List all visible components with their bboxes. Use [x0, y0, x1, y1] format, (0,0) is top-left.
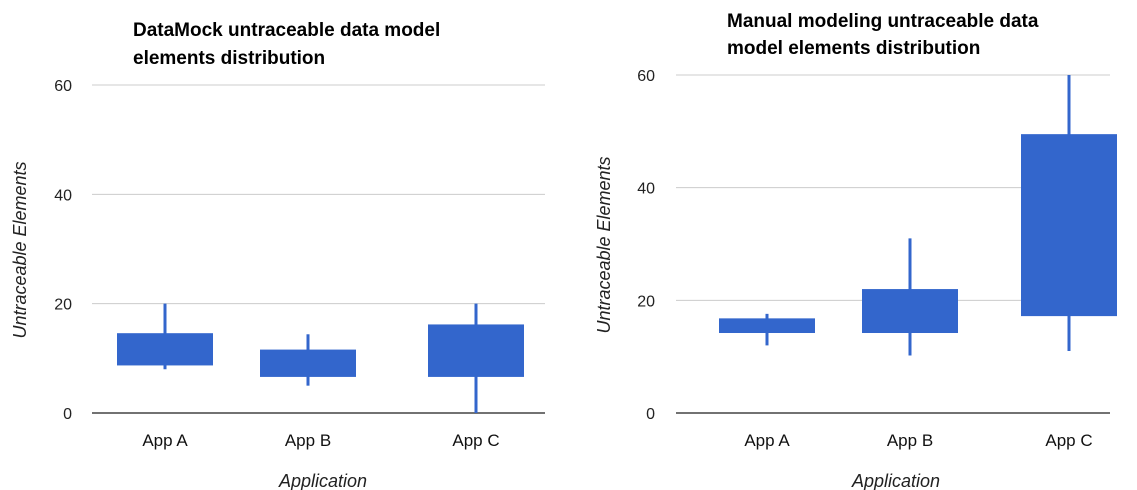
x-axis-title: Application	[278, 471, 367, 490]
box-app-c	[1021, 134, 1117, 317]
x-category-label: App C	[452, 431, 499, 450]
x-category-label: App C	[1045, 431, 1092, 450]
y-axis-title: Untraceable Elements	[10, 161, 30, 338]
box-app-b	[260, 349, 356, 377]
y-axis-title: Untraceable Elements	[594, 156, 614, 333]
y-tick-label: 20	[637, 293, 655, 310]
x-category-label: App B	[285, 431, 331, 450]
y-tick-label: 60	[54, 78, 72, 95]
y-tick-label: 20	[54, 297, 72, 314]
x-category-label: App A	[744, 431, 790, 450]
box-app-a	[719, 318, 815, 334]
box-app-c	[428, 324, 524, 377]
x-axis-title: Application	[851, 471, 940, 490]
box-app-a	[117, 333, 213, 366]
x-category-label: App A	[142, 431, 188, 450]
manual-modeling-chart: Manual modeling untraceable data model el…	[594, 11, 1117, 490]
chart-title-line: DataMock untraceable data model	[133, 20, 440, 41]
box-app-b	[862, 289, 958, 334]
y-tick-label: 40	[54, 187, 72, 204]
chart-title-line: Manual modeling untraceable data	[727, 11, 1039, 32]
y-tick-label: 0	[63, 406, 72, 423]
y-tick-label: 40	[637, 181, 655, 198]
y-tick-label: 60	[637, 68, 655, 85]
chart-title-line: model elements distribution	[727, 38, 980, 59]
datamock-chart: DataMock untraceable data model elements …	[10, 20, 545, 490]
y-tick-label: 0	[646, 406, 655, 423]
chart-title-line: elements distribution	[133, 48, 325, 69]
x-category-label: App B	[887, 431, 933, 450]
